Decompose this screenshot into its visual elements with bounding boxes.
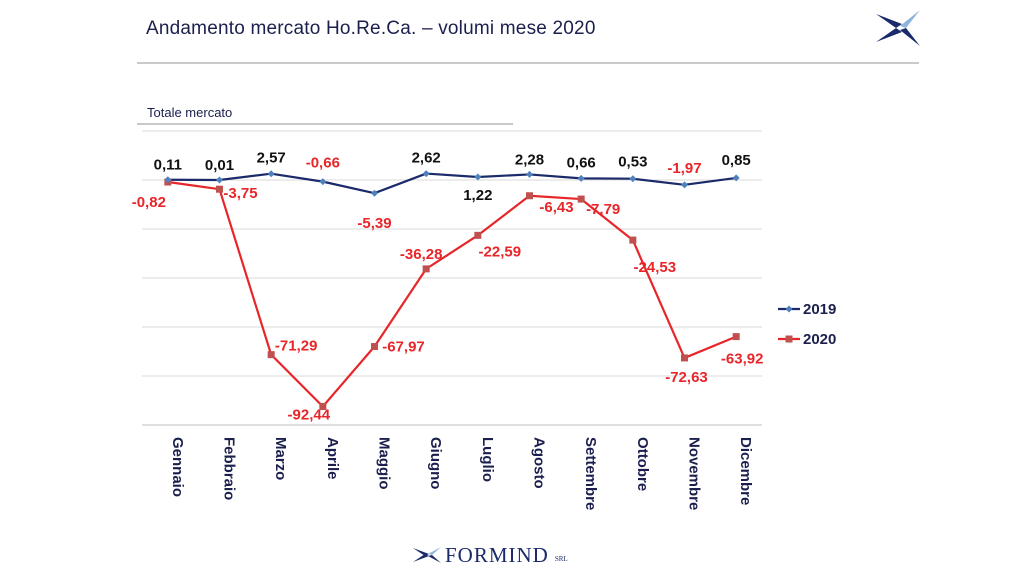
series-2020-data-label: -0,82	[132, 194, 166, 211]
x-tick-label: Marzo	[272, 437, 289, 480]
series-2020-data-label: -6,43	[539, 199, 573, 216]
series-2019-point	[629, 175, 637, 183]
series-2019-point	[164, 176, 172, 184]
series-2019-line	[167, 172, 737, 195]
series-2020-point	[526, 192, 533, 200]
formind-mark-icon	[413, 547, 441, 563]
series-2019-data-label: 0,66	[567, 154, 596, 171]
series-2019-data-label: 2,62	[412, 150, 441, 167]
series-2019-data-label: 2,57	[257, 150, 286, 167]
series-2020-data-label: -71,29	[275, 338, 318, 355]
footer-logo: FORMIND SRL	[413, 542, 568, 568]
series-2020-point	[319, 402, 327, 410]
series-2019-point	[474, 173, 482, 181]
series-2019-point	[267, 170, 275, 178]
series-2019-point	[371, 189, 378, 197]
title-divider	[137, 62, 919, 64]
x-tick-label: Ottobre	[634, 437, 651, 491]
formind-logo-icon	[876, 10, 920, 46]
series-2020-data-label: -67,97	[382, 339, 425, 356]
series-2020-point	[474, 231, 482, 239]
footer-brand: FORMIND	[445, 542, 549, 567]
legend-2020-label: 2020	[803, 331, 836, 348]
series-2019-point	[526, 170, 533, 178]
x-tick-label: Aprile	[324, 437, 341, 480]
subtitle-divider	[137, 123, 513, 125]
x-tick-label: Maggio	[376, 437, 393, 490]
series-2020-data-label: -36,28	[400, 246, 443, 263]
series-2020-point	[577, 195, 585, 203]
series-2020-point	[371, 343, 378, 351]
series-2019-data-label: 1,22	[463, 187, 492, 204]
x-tick-label: Agosto	[531, 437, 548, 489]
series-2019-data-label: -0,66	[306, 155, 340, 172]
page-title: Andamento mercato Ho.Re.Ca. – volumi mes…	[146, 18, 596, 39]
series-2019-data-label: 0,53	[618, 154, 647, 171]
series-2020-point	[732, 333, 740, 341]
series-2019-data-label: -1,97	[667, 160, 701, 177]
series-2020-data-label: -72,63	[665, 369, 708, 386]
series-2019-data-label: 0,85	[722, 152, 751, 169]
x-tick-label: Gennaio	[169, 437, 186, 497]
series-2020-data-label: -3,75	[223, 185, 257, 202]
legend-2019-label: 2019	[803, 301, 836, 318]
series-2020-point	[216, 185, 223, 193]
series-2020-data-label: -63,92	[721, 351, 764, 368]
legend-2019-marker	[785, 305, 793, 313]
series-2020-point	[629, 236, 637, 244]
x-tick-label: Luglio	[479, 437, 496, 482]
series-2019-data-label: 0,11	[154, 157, 182, 174]
series-2019-point	[577, 174, 585, 182]
x-tick-label: Settembre	[582, 437, 599, 510]
series-2019-point	[216, 176, 223, 184]
x-tick-label: Dicembre	[737, 437, 754, 505]
series-2020-point	[681, 354, 688, 362]
legend-2020-marker	[785, 335, 793, 343]
series-2019-data-label: 2,28	[515, 151, 544, 168]
series-2020-data-label: -24,53	[634, 259, 677, 276]
series-2020-data-label: -92,44	[288, 406, 331, 423]
series-2020-data-label: -22,59	[479, 243, 522, 260]
series-2020-point	[267, 351, 275, 359]
x-tick-label: Giugno	[427, 437, 444, 490]
chart-subtitle: Totale mercato	[147, 105, 233, 120]
x-tick-label: Febbraio	[221, 437, 238, 500]
series-2019-point	[732, 174, 740, 182]
footer-brand-suffix: SRL	[554, 555, 568, 563]
series-2020-line	[167, 180, 737, 408]
series-2019-data-label: -5,39	[357, 215, 391, 232]
series-2020-point	[422, 265, 430, 273]
series-2019-point	[422, 170, 430, 178]
series-2019-point	[319, 178, 327, 186]
x-tick-label: Novembre	[686, 437, 703, 510]
series-2019-data-label: 0,01	[205, 157, 234, 174]
series-2020-data-label: -7,79	[586, 201, 620, 218]
series-2019-point	[681, 181, 688, 189]
